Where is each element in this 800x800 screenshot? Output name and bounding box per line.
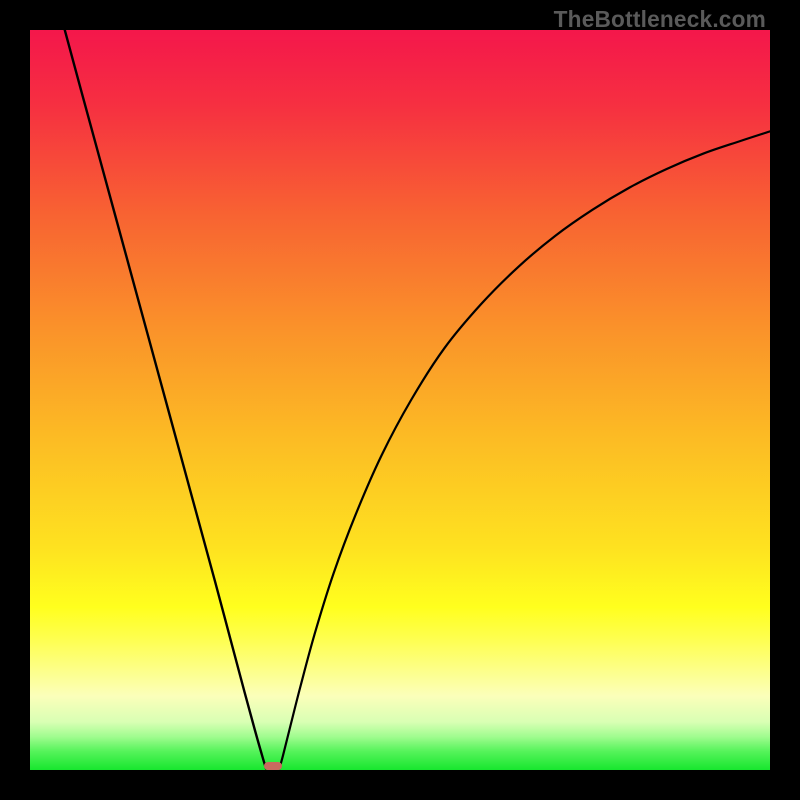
min-marker [264, 762, 282, 770]
curve-left-arm [65, 30, 266, 769]
bottleneck-plot [30, 30, 770, 770]
curve-layer [30, 30, 770, 770]
watermark-text: TheBottleneck.com [554, 6, 766, 33]
curve-right-arm [279, 131, 770, 768]
